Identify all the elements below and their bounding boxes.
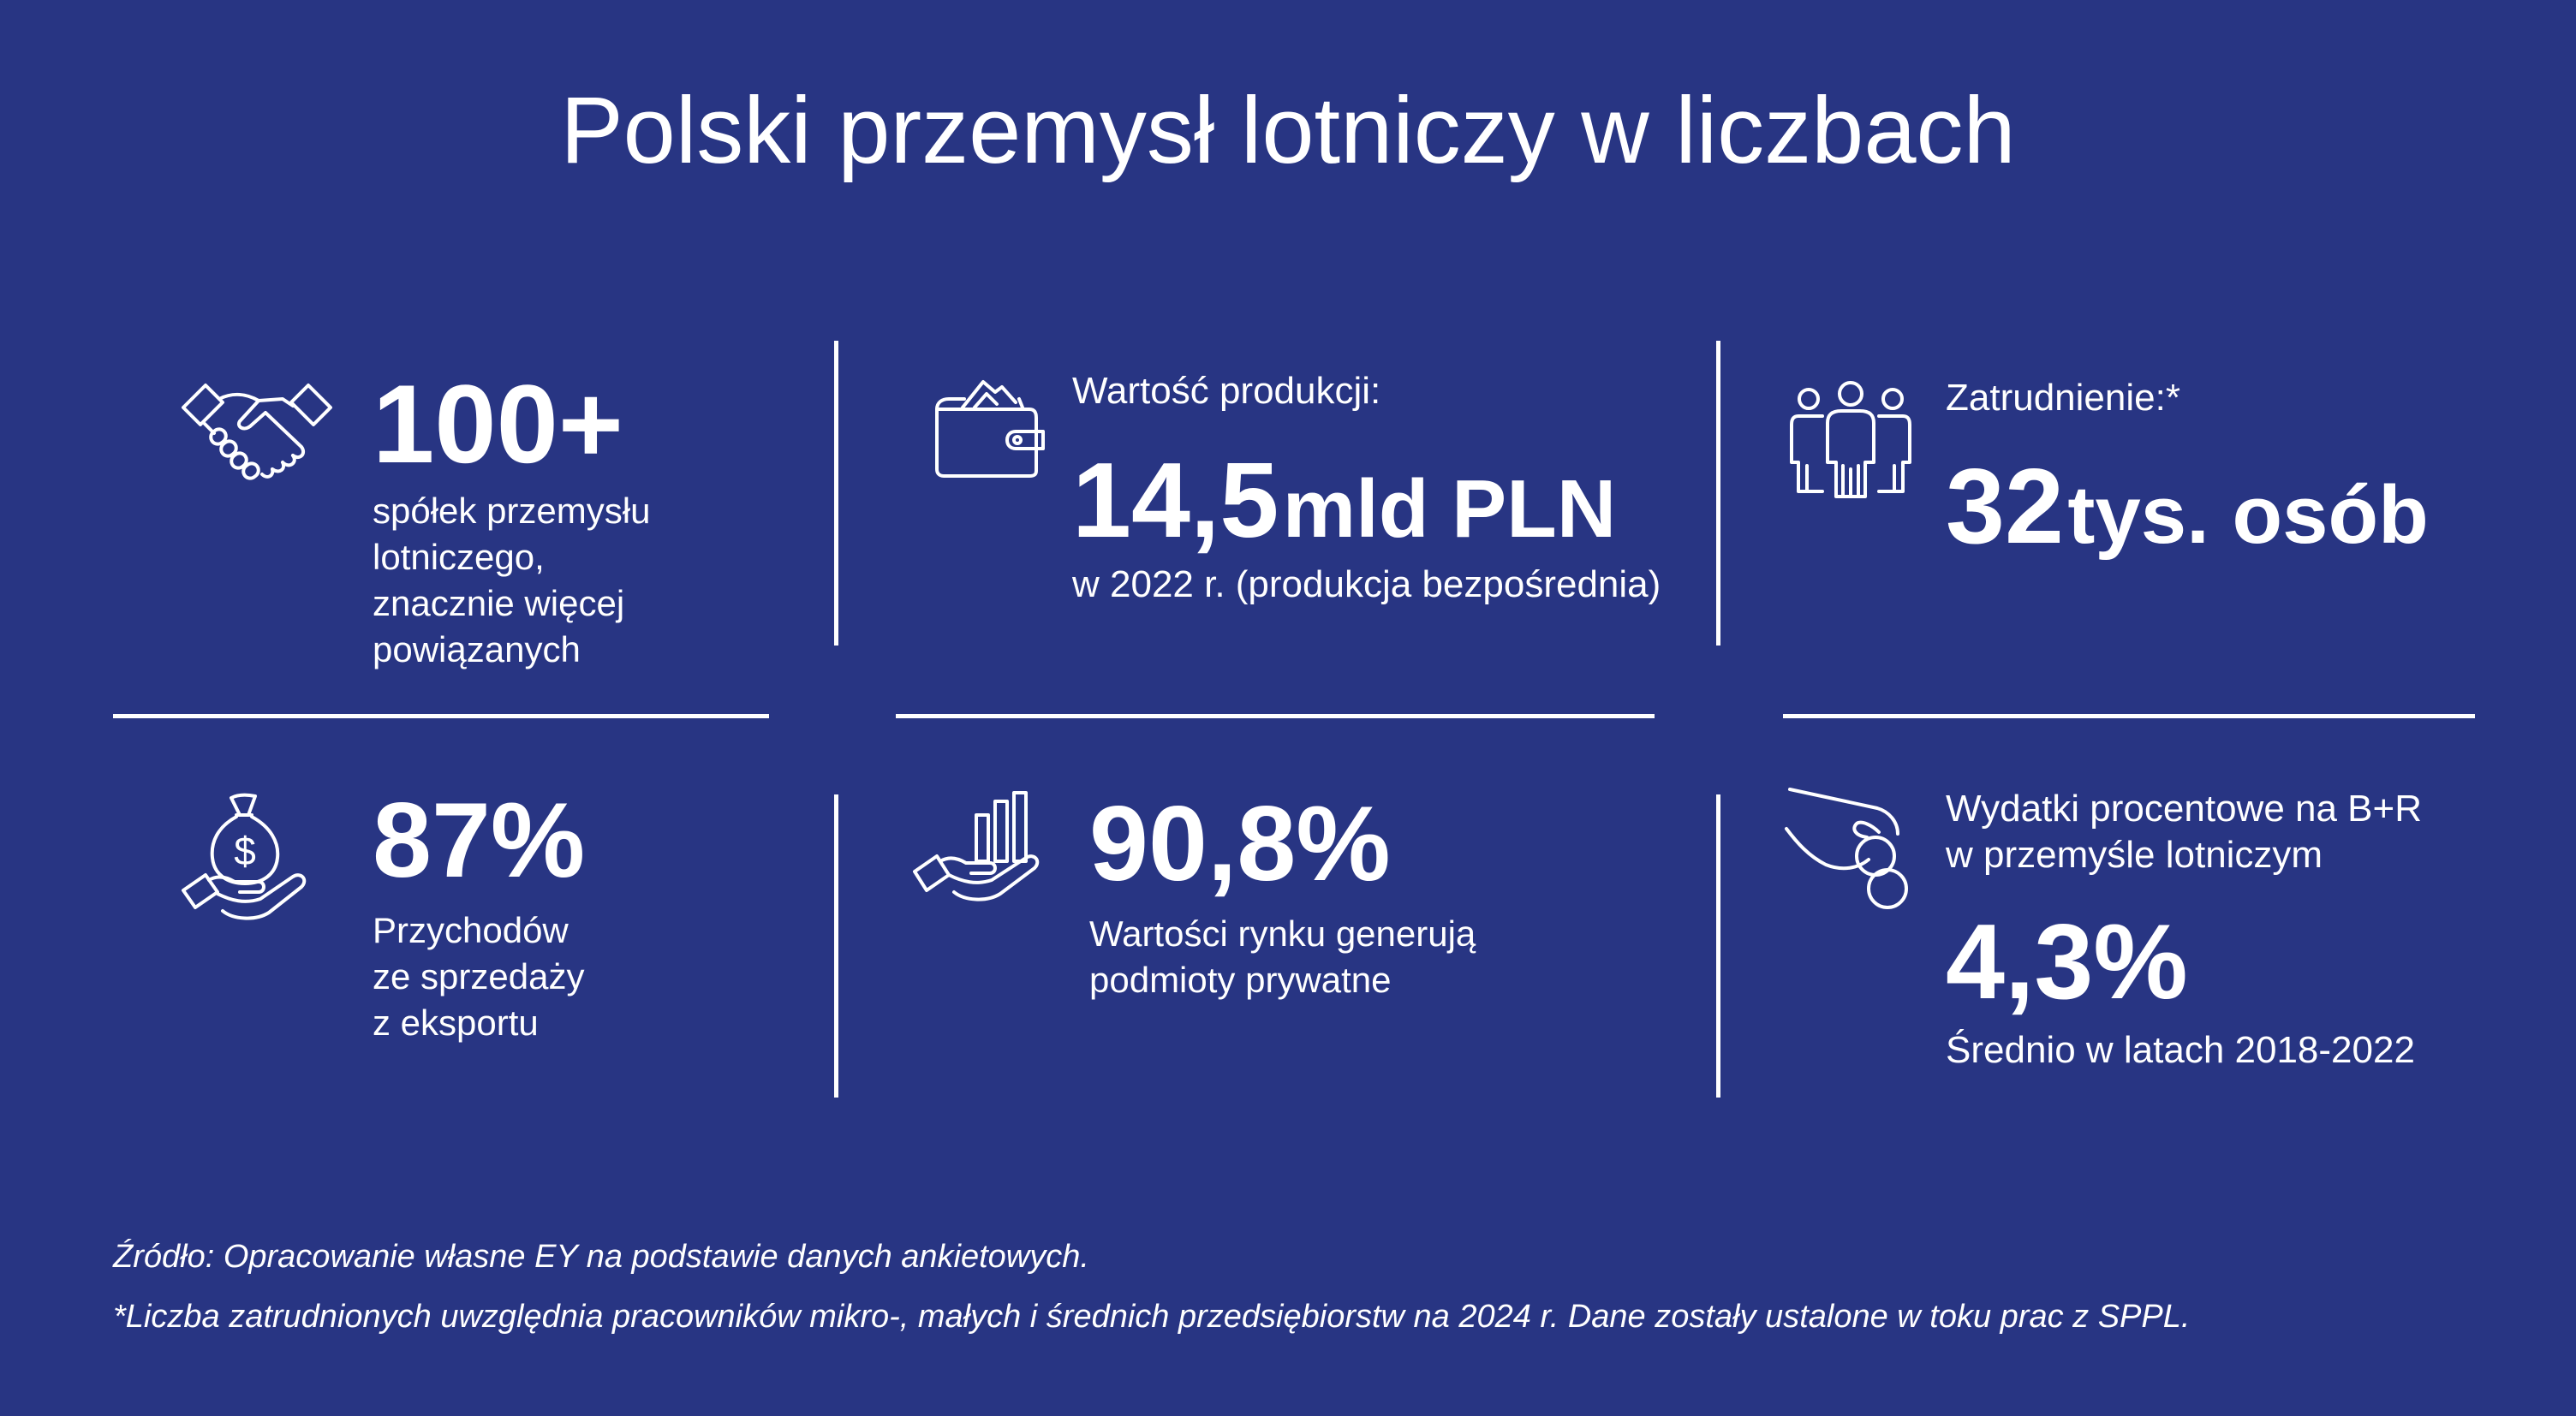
employment-value: 32 tys. osób [1946, 454, 2429, 560]
export-description: Przychodów ze sprzedaży z eksportu [373, 907, 584, 1046]
companies-description-line: lotniczego, [373, 537, 545, 577]
employment-value-number: 32 [1946, 448, 2064, 566]
rnd-description: Średnio w latach 2018-2022 [1946, 1029, 2415, 1071]
employment-label: Zatrudnienie:* [1946, 377, 2180, 419]
production-value: 14,5 mld PLN [1072, 448, 1616, 554]
companies-value: 100+ [373, 361, 623, 486]
divider-vertical [1716, 341, 1720, 646]
private-description-line: Wartości rynku generują [1089, 913, 1476, 954]
production-label: Wartość produkcji: [1072, 370, 1381, 412]
companies-description-line: powiązanych [373, 629, 581, 669]
production-value-number: 14,5 [1072, 442, 1279, 560]
page-title: Polski przemysł lotniczy w liczbach [560, 78, 2016, 183]
rnd-label: Wydatki procentowe na B+R w przemyśle lo… [1946, 786, 2422, 878]
rnd-label-line: Wydatki procentowe na B+R [1946, 788, 2422, 830]
private-description-line: podmioty prywatne [1089, 960, 1392, 1000]
employment-footnote: *Liczba zatrudnionych uwzględnia pracown… [113, 1299, 2191, 1335]
companies-description: spółek przemysłu lotniczego, znacznie wi… [373, 488, 650, 673]
handshake-icon [182, 384, 332, 480]
people-icon [1790, 381, 1911, 498]
money-bag-hand-icon: $ [182, 793, 307, 920]
companies-description-line: spółek przemysłu [373, 491, 651, 531]
wallet-icon [935, 380, 1045, 478]
divider-vertical [1716, 794, 1720, 1098]
employment-value-unit: tys. osób [2067, 469, 2429, 561]
divider-horizontal [1783, 714, 2475, 718]
rnd-label-line: w przemyśle lotniczym [1946, 834, 2323, 876]
production-description: w 2022 r. (produkcja bezpośrednia) [1072, 563, 1661, 605]
growth-chart-hand-icon [913, 791, 1040, 901]
source-footnote: Źródło: Opracowanie własne EY na podstaw… [113, 1239, 1089, 1275]
export-description-line: z eksportu [373, 1003, 539, 1043]
divider-horizontal [896, 714, 1655, 718]
production-value-unit: mld PLN [1282, 463, 1617, 555]
divider-vertical [834, 341, 838, 646]
coin-hand-icon [1785, 788, 1908, 909]
export-description-line: ze sprzedaży [373, 956, 585, 997]
svg-text:$: $ [234, 829, 256, 873]
divider-vertical [834, 794, 838, 1098]
export-description-line: Przychodów [373, 910, 569, 950]
private-description: Wartości rynku generują podmioty prywatn… [1089, 911, 1476, 1003]
export-value: 87% [373, 782, 586, 900]
private-value: 90,8% [1089, 785, 1391, 903]
companies-description-line: znacznie więcej [373, 583, 625, 623]
rnd-value: 4,3% [1946, 903, 2188, 1021]
divider-horizontal [113, 714, 769, 718]
